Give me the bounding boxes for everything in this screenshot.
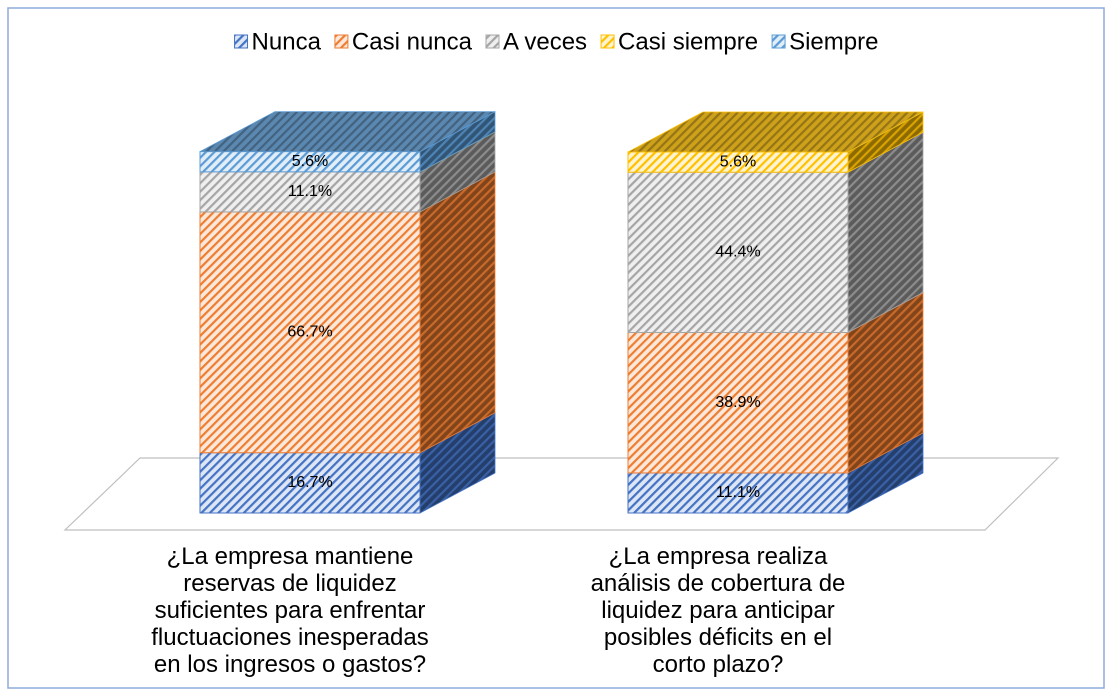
legend-label: Nunca	[252, 28, 322, 55]
bar-segment	[199, 211, 421, 454]
bar-segment	[627, 171, 849, 333]
legend-swatch	[771, 34, 786, 49]
data-label: 11.1%	[716, 484, 760, 501]
legend-swatch	[234, 34, 249, 49]
bar-top	[627, 111, 924, 153]
data-label: 38.9%	[715, 394, 760, 411]
data-label: 16.7%	[287, 474, 332, 491]
x-tick-label: ¿La empresa mantiene reservas de liquide…	[151, 543, 429, 678]
legend: Nunca Casi nunca A veces Casi siempre Siempr…	[234, 28, 878, 55]
data-label: 5.6%	[292, 153, 328, 170]
legend-swatch	[485, 34, 500, 49]
legend-swatch	[600, 34, 615, 49]
data-label: 66.7%	[287, 324, 332, 341]
bar-top	[199, 111, 496, 153]
data-label: 5.6%	[720, 153, 756, 170]
bar-side	[419, 171, 496, 454]
bar-segment	[199, 452, 421, 514]
legend-label: Casi siempre	[618, 28, 758, 55]
legend-label: A veces	[503, 28, 587, 55]
legend-swatch	[334, 34, 349, 49]
bar-segment	[199, 171, 421, 213]
bar-segment	[627, 332, 849, 474]
bar-segment	[627, 472, 849, 514]
x-tick-label: ¿La empresa realiza análisis de cobertur…	[590, 543, 846, 678]
legend-label: Siempre	[789, 28, 878, 55]
data-label: 11.1%	[288, 183, 332, 200]
legend-label: Casi nunca	[352, 28, 473, 55]
data-label: 44.4%	[715, 244, 760, 261]
